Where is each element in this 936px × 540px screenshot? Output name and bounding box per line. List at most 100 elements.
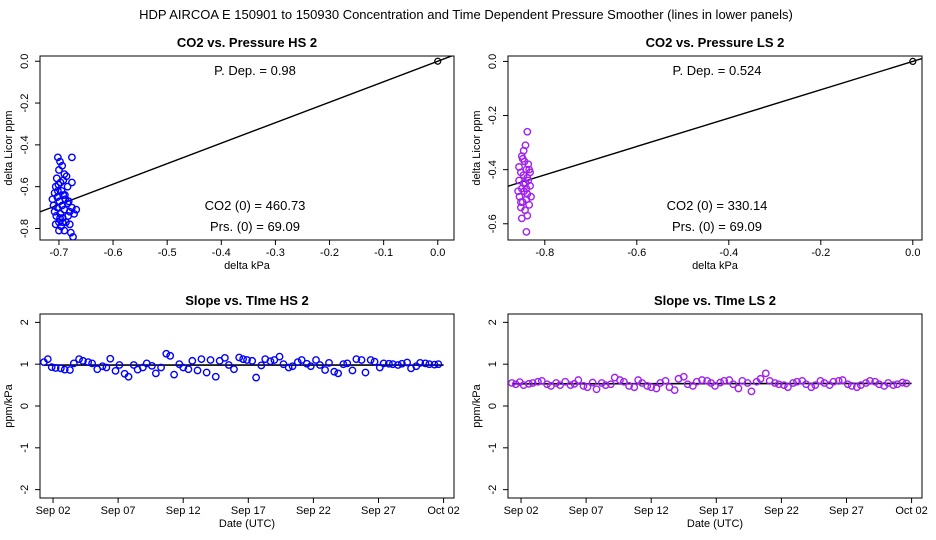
data-point xyxy=(592,385,601,394)
data-point xyxy=(243,356,251,364)
data-point xyxy=(257,361,266,370)
data-point xyxy=(579,382,588,390)
data-point xyxy=(88,359,96,368)
data-point xyxy=(619,377,628,386)
x-tick-label: -0.4 xyxy=(719,247,738,259)
data-point xyxy=(211,372,220,381)
plot-area xyxy=(40,56,454,240)
data-point xyxy=(430,360,439,369)
data-point xyxy=(75,355,83,364)
x-tick-label: -0.7 xyxy=(49,247,68,259)
x-tick-label: Oct 02 xyxy=(427,505,459,517)
data-point xyxy=(239,355,247,364)
data-point xyxy=(84,358,93,366)
data-point xyxy=(761,369,770,378)
data-point xyxy=(51,364,60,372)
p-dep-annotation: P. Dep. = 0.524 xyxy=(672,63,761,78)
data-point xyxy=(716,378,725,387)
data-point xyxy=(515,192,524,201)
data-point xyxy=(66,228,75,237)
data-point xyxy=(524,379,533,388)
data-point xyxy=(53,193,62,202)
data-point xyxy=(252,373,261,382)
panel-slope-vs-time-hs2: Slope vs. TIme HS 2 Sep 02 Sep 07 Sep 12 Sep… xyxy=(3,293,460,530)
data-point xyxy=(425,360,434,369)
data-point xyxy=(162,349,171,358)
x-tick-label: -0.4 xyxy=(212,247,231,259)
data-point xyxy=(58,218,67,227)
data-point xyxy=(583,383,592,392)
x-tick-label: -0.2 xyxy=(811,247,830,259)
data-point xyxy=(220,354,229,362)
y-tick-label: -1 xyxy=(487,443,499,453)
p-dep-annotation: P. Dep. = 0.98 xyxy=(214,63,296,78)
data-point xyxy=(56,157,64,166)
data-point xyxy=(566,381,575,389)
data-point xyxy=(519,381,528,389)
data-point xyxy=(606,380,615,389)
data-point xyxy=(266,357,275,366)
x-tick-label: -0.8 xyxy=(535,247,554,259)
data-point xyxy=(63,182,72,191)
data-point xyxy=(711,382,719,390)
data-point xyxy=(54,180,63,189)
data-point xyxy=(370,357,379,366)
plot-area xyxy=(508,369,912,396)
data-point xyxy=(511,380,520,389)
x-tick-label: Sep 17 xyxy=(231,505,266,517)
data-point xyxy=(248,356,257,365)
data-point xyxy=(780,381,788,389)
data-point xyxy=(829,377,838,386)
data-point xyxy=(106,354,115,363)
data-point xyxy=(148,361,156,370)
data-point xyxy=(528,379,537,387)
data-point xyxy=(514,187,523,196)
y-tick-label: -1 xyxy=(19,443,31,453)
x-tick-label: Sep 12 xyxy=(166,505,201,517)
y-axis-label: ppm/kPa xyxy=(471,383,483,427)
data-point xyxy=(65,207,74,216)
x-tick-label: Sep 07 xyxy=(569,505,604,517)
data-point xyxy=(170,370,178,379)
data-point xyxy=(325,359,333,367)
data-point xyxy=(270,356,279,364)
data-point xyxy=(284,363,293,372)
data-point xyxy=(206,356,215,364)
data-point xyxy=(129,361,138,369)
data-point xyxy=(597,379,606,387)
plot-area xyxy=(40,349,444,382)
y-axis-label: delta Licor ppm xyxy=(471,110,483,185)
data-point xyxy=(729,380,738,389)
data-point xyxy=(55,226,63,235)
data-point xyxy=(525,165,534,174)
data-point xyxy=(793,377,801,386)
data-point xyxy=(279,360,288,369)
x-tick-label: Sep 02 xyxy=(504,505,539,517)
y-tick-label: -2 xyxy=(487,485,499,495)
data-point xyxy=(756,374,765,383)
data-point xyxy=(124,372,133,381)
y-tick-label: -2 xyxy=(19,485,31,495)
data-point xyxy=(66,366,74,374)
data-point xyxy=(588,378,597,387)
data-point xyxy=(357,356,366,364)
x-tick-label: Sep 27 xyxy=(361,505,396,517)
data-point xyxy=(875,380,883,389)
y-tick-label: -0.4 xyxy=(487,160,499,179)
data-point xyxy=(543,380,551,389)
plot-frame xyxy=(507,313,923,499)
data-point xyxy=(725,376,734,384)
data-point xyxy=(688,382,697,390)
data-point xyxy=(69,359,78,368)
data-point xyxy=(902,379,911,388)
data-point xyxy=(394,361,402,369)
x-tick-label: Sep 07 xyxy=(101,505,136,517)
data-point xyxy=(537,377,546,385)
data-point xyxy=(52,174,61,183)
chart-title: CO2 vs. Pressure HS 2 xyxy=(177,35,317,50)
y-tick-label: 0 xyxy=(19,403,31,409)
data-point xyxy=(230,365,238,374)
data-point xyxy=(403,358,412,367)
data-point xyxy=(889,381,898,389)
data-point xyxy=(734,384,743,393)
